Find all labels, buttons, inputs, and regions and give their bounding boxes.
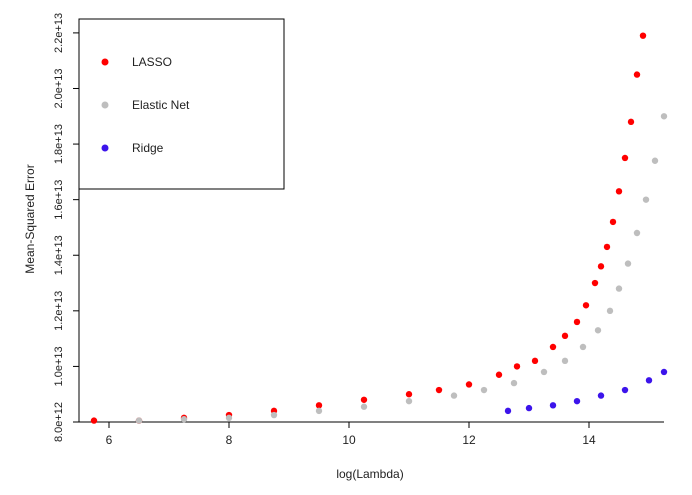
y-tick-label: 1.8e+13 bbox=[53, 124, 65, 164]
legend-marker-lasso bbox=[101, 58, 109, 66]
point-elastic-net bbox=[606, 307, 614, 315]
point-lasso bbox=[360, 396, 368, 403]
point-elastic-net bbox=[633, 229, 641, 237]
chart-legend: LASSO Elastic Net Ridge bbox=[78, 18, 285, 190]
point-lasso bbox=[627, 118, 635, 126]
point-lasso bbox=[597, 263, 605, 270]
point-lasso bbox=[531, 357, 539, 365]
point-ridge bbox=[621, 386, 629, 394]
point-elastic-net bbox=[660, 113, 668, 120]
point-elastic-net bbox=[615, 285, 623, 292]
legend-label-ridge: Ridge bbox=[132, 141, 164, 155]
point-lasso bbox=[639, 32, 647, 39]
point-ridge bbox=[597, 392, 605, 399]
chart-points bbox=[90, 32, 668, 424]
point-lasso bbox=[582, 302, 590, 309]
point-elastic-net bbox=[594, 327, 602, 334]
y-axis-label: Mean-Squared Error bbox=[23, 164, 37, 273]
point-elastic-net bbox=[642, 196, 650, 203]
point-ridge bbox=[645, 377, 653, 384]
point-lasso bbox=[549, 343, 557, 351]
series-elastic-net bbox=[135, 113, 668, 424]
point-elastic-net bbox=[480, 386, 488, 394]
y-tick-label: 2.2e+13 bbox=[53, 13, 65, 53]
point-lasso bbox=[465, 381, 473, 388]
point-elastic-net bbox=[510, 379, 518, 387]
legend-marker-ridge bbox=[101, 144, 109, 152]
point-lasso bbox=[561, 332, 569, 340]
point-lasso bbox=[591, 279, 599, 287]
y-tick-label: 1.2e+13 bbox=[53, 291, 65, 331]
point-lasso bbox=[315, 402, 323, 409]
y-tick-label: 8.0e+12 bbox=[53, 402, 65, 442]
point-elastic-net bbox=[180, 416, 188, 423]
point-elastic-net bbox=[450, 392, 458, 399]
point-elastic-net bbox=[579, 343, 587, 351]
point-lasso bbox=[405, 391, 413, 398]
series-ridge bbox=[504, 368, 668, 415]
x-tick-label: 10 bbox=[342, 433, 356, 447]
point-lasso bbox=[513, 363, 521, 370]
x-tick-label: 12 bbox=[462, 433, 476, 447]
point-lasso bbox=[633, 71, 641, 78]
point-lasso bbox=[435, 386, 443, 394]
legend-label-lasso: LASSO bbox=[132, 55, 172, 69]
x-tick-label: 14 bbox=[582, 433, 596, 447]
point-ridge bbox=[525, 404, 533, 412]
point-lasso bbox=[615, 188, 623, 195]
point-ridge bbox=[660, 368, 668, 376]
point-elastic-net bbox=[360, 403, 368, 410]
point-ridge bbox=[504, 407, 512, 415]
point-elastic-net bbox=[405, 397, 413, 405]
point-elastic-net bbox=[315, 407, 323, 415]
y-tick-label: 1.4e+13 bbox=[53, 235, 65, 275]
legend-marker-elastic-net bbox=[101, 101, 109, 109]
point-lasso bbox=[603, 243, 611, 251]
point-elastic-net bbox=[540, 368, 548, 376]
point-lasso bbox=[90, 417, 98, 424]
point-lasso bbox=[609, 218, 617, 226]
point-lasso bbox=[495, 371, 503, 378]
point-elastic-net bbox=[561, 357, 569, 365]
x-axis-label: log(Lambda) bbox=[336, 467, 403, 481]
point-elastic-net bbox=[135, 417, 143, 424]
point-ridge bbox=[549, 402, 557, 409]
point-elastic-net bbox=[624, 260, 632, 267]
y-tick-label: 1.6e+13 bbox=[53, 180, 65, 220]
chart-axes: 6 8 10 12 14 8.0e+12 1.0e+13 1.2e+13 1.4e+13 1.6e… bbox=[53, 13, 664, 447]
x-tick-label: 8 bbox=[226, 433, 233, 447]
point-elastic-net bbox=[270, 411, 278, 419]
point-lasso bbox=[573, 318, 581, 326]
point-elastic-net bbox=[225, 414, 233, 422]
point-ridge bbox=[573, 397, 581, 405]
y-tick-label: 2.0e+13 bbox=[53, 68, 65, 108]
y-tick-label: 1.0e+13 bbox=[53, 346, 65, 386]
legend-label-elastic-net: Elastic Net bbox=[132, 98, 190, 112]
point-elastic-net bbox=[651, 157, 659, 164]
legend-box bbox=[78, 18, 285, 190]
point-lasso bbox=[621, 154, 629, 162]
x-tick-label: 6 bbox=[106, 433, 113, 447]
